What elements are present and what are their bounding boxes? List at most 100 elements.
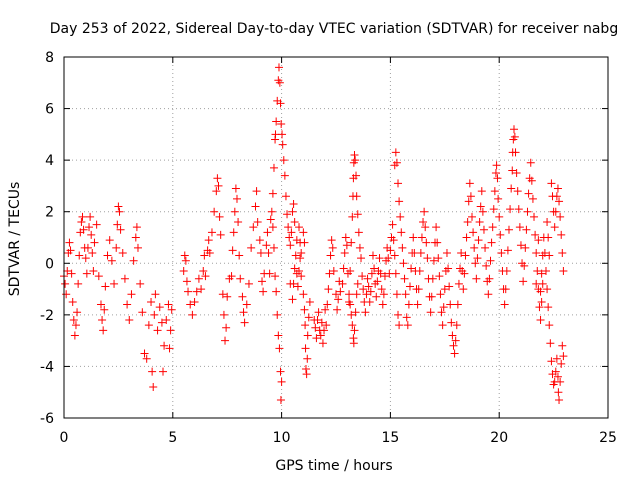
- data-point: [494, 194, 503, 203]
- data-point: [258, 277, 267, 286]
- data-point: [210, 207, 219, 216]
- data-point: [227, 272, 236, 281]
- data-point: [322, 321, 331, 330]
- data-point: [444, 264, 453, 273]
- data-point: [436, 290, 445, 299]
- data-point: [303, 331, 312, 340]
- data-point: [232, 194, 241, 203]
- y-tick-label: 2: [45, 205, 54, 221]
- data-point: [114, 202, 123, 211]
- data-point: [555, 395, 564, 404]
- data-point: [491, 169, 500, 178]
- data-point: [545, 321, 554, 330]
- data-point: [388, 220, 397, 229]
- data-point: [159, 367, 168, 376]
- data-point: [345, 290, 354, 299]
- data-point: [532, 248, 541, 257]
- data-point: [524, 189, 533, 198]
- data-point: [286, 241, 295, 250]
- data-point: [520, 261, 529, 270]
- data-point: [359, 285, 368, 294]
- y-tick-label: 6: [45, 102, 54, 118]
- data-point: [295, 267, 304, 276]
- data-point: [493, 174, 502, 183]
- data-point: [544, 303, 553, 312]
- data-point: [479, 225, 488, 234]
- data-point: [506, 205, 515, 214]
- data-point: [552, 192, 561, 201]
- data-point: [290, 264, 299, 273]
- data-point: [167, 305, 176, 314]
- data-point: [546, 339, 555, 348]
- data-point: [125, 316, 134, 325]
- data-point: [280, 171, 289, 180]
- data-point: [222, 323, 231, 332]
- data-point: [252, 187, 261, 196]
- data-point: [251, 202, 260, 211]
- data-point: [334, 295, 343, 304]
- data-point: [63, 267, 72, 276]
- data-point: [558, 248, 567, 257]
- data-point: [127, 290, 136, 299]
- data-point: [351, 308, 360, 317]
- data-point: [433, 238, 442, 247]
- data-point: [353, 210, 362, 219]
- data-point: [476, 202, 485, 211]
- data-points: [60, 63, 568, 404]
- data-point: [231, 184, 240, 193]
- data-point: [103, 251, 112, 260]
- data-point: [559, 352, 568, 361]
- data-point: [147, 297, 156, 306]
- data-point: [357, 254, 366, 263]
- data-point: [534, 236, 543, 245]
- data-point: [469, 228, 478, 237]
- data-point: [207, 228, 216, 237]
- data-point: [247, 243, 256, 252]
- data-point: [302, 370, 311, 379]
- data-point: [435, 272, 444, 281]
- data-point: [89, 267, 98, 276]
- data-point: [551, 367, 560, 376]
- data-point: [288, 295, 297, 304]
- data-point: [66, 246, 75, 255]
- data-point: [144, 321, 153, 330]
- data-point: [428, 274, 437, 283]
- data-point: [530, 212, 539, 221]
- data-point: [323, 300, 332, 309]
- data-point: [409, 233, 418, 242]
- data-point: [284, 223, 293, 232]
- chart-title: Day 253 of 2022, Sidereal Day-to-day VTE…: [50, 21, 618, 37]
- data-point: [186, 300, 195, 309]
- data-point: [500, 300, 509, 309]
- data-point: [328, 243, 337, 252]
- data-point: [98, 316, 107, 325]
- data-point: [269, 243, 278, 252]
- data-point: [503, 246, 512, 255]
- data-point: [132, 223, 141, 232]
- data-point: [390, 251, 399, 260]
- data-point: [396, 212, 405, 221]
- data-point: [535, 303, 544, 312]
- data-point: [301, 365, 310, 374]
- data-point: [113, 220, 122, 229]
- data-point: [312, 334, 321, 343]
- data-point: [453, 300, 462, 309]
- data-point: [157, 318, 166, 327]
- data-point: [495, 212, 504, 221]
- data-point: [442, 248, 451, 257]
- data-point: [289, 279, 298, 288]
- data-point: [537, 297, 546, 306]
- data-point: [268, 189, 277, 198]
- data-point: [140, 349, 149, 358]
- data-point: [354, 228, 363, 237]
- data-point: [556, 212, 565, 221]
- data-point: [267, 207, 276, 216]
- data-point: [184, 287, 193, 296]
- data-point: [540, 248, 549, 257]
- data-point: [551, 207, 560, 216]
- data-point: [240, 318, 249, 327]
- data-point: [522, 225, 531, 234]
- data-point: [153, 326, 162, 335]
- data-point: [397, 228, 406, 237]
- data-point: [527, 176, 536, 185]
